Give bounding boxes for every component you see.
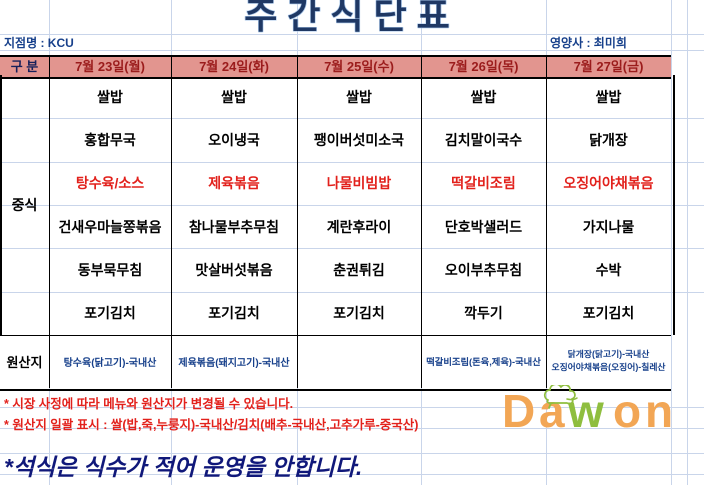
svg-text:D: D: [505, 385, 534, 435]
svg-text:o: o: [613, 385, 640, 435]
svg-text:w: w: [567, 385, 604, 435]
svg-text:n: n: [645, 385, 671, 435]
svg-text:a: a: [539, 385, 565, 435]
